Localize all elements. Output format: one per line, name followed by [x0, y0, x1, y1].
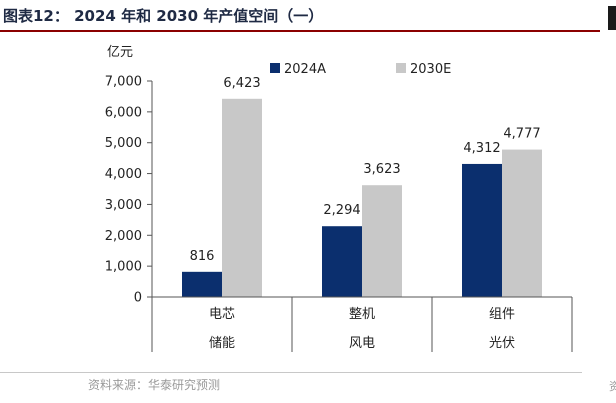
data-label-2030E: 4,777 [503, 127, 540, 142]
y-unit-label: 亿元 [107, 45, 133, 60]
y-tick-label: 0 [134, 291, 142, 306]
bar-2030E [362, 185, 402, 297]
y-tick-label: 6,000 [105, 105, 142, 120]
legend-swatch-2030E [396, 63, 406, 73]
bar-2024A [322, 226, 362, 297]
x-group-label: 光伏 [489, 336, 515, 351]
y-tick-label: 5,000 [105, 136, 142, 151]
bar-chart: 亿元 01,0002,0003,0004,0005,0006,0007,000 … [105, 45, 573, 352]
legend-swatch-2024A [270, 63, 280, 73]
source-divider [0, 372, 582, 373]
bar-2024A [182, 271, 222, 297]
x-category-label: 电芯 [209, 307, 235, 322]
right-edge-text: 资 [609, 380, 616, 393]
x-group-label: 风电 [349, 336, 375, 351]
y-tick-label: 2,000 [105, 229, 142, 244]
data-label-2030E: 6,423 [223, 76, 260, 91]
figure-title: 图表12： 2024 年和 2030 年产值空间（一） [3, 7, 324, 25]
legend-label-2024A: 2024A [284, 62, 326, 77]
bar-2030E [502, 149, 542, 297]
x-group-label: 储能 [209, 336, 235, 351]
y-axis: 0 1,000 2,000 3,000 4,000 5,000 6,000 7,000 [105, 75, 153, 306]
data-label-2030E: 3,623 [363, 162, 400, 177]
y-tick-label: 1,000 [105, 260, 142, 275]
figure-title-bar: 图表12： 2024 年和 2030 年产值空间（一） [0, 0, 600, 32]
legend: 2024A 2030E [270, 62, 451, 77]
bar-2030E [222, 98, 262, 298]
bars: 816 2,294 4,312 6,423 3,623 4,777 [182, 76, 542, 298]
x-category-label: 组件 [489, 307, 515, 322]
y-tick-label: 4,000 [105, 167, 142, 182]
right-edge-mark [608, 6, 616, 30]
legend-label-2030E: 2030E [410, 62, 451, 77]
data-label-2024A: 2,294 [323, 203, 360, 218]
x-category-label: 整机 [349, 307, 375, 322]
y-tick-label: 7,000 [105, 75, 142, 90]
bar-2024A [462, 163, 502, 297]
source-note: 资料来源：华泰研究预测 [88, 378, 221, 392]
y-tick-label: 3,000 [105, 198, 142, 213]
data-label-2024A: 816 [190, 249, 215, 264]
data-label-2024A: 4,312 [463, 141, 500, 156]
